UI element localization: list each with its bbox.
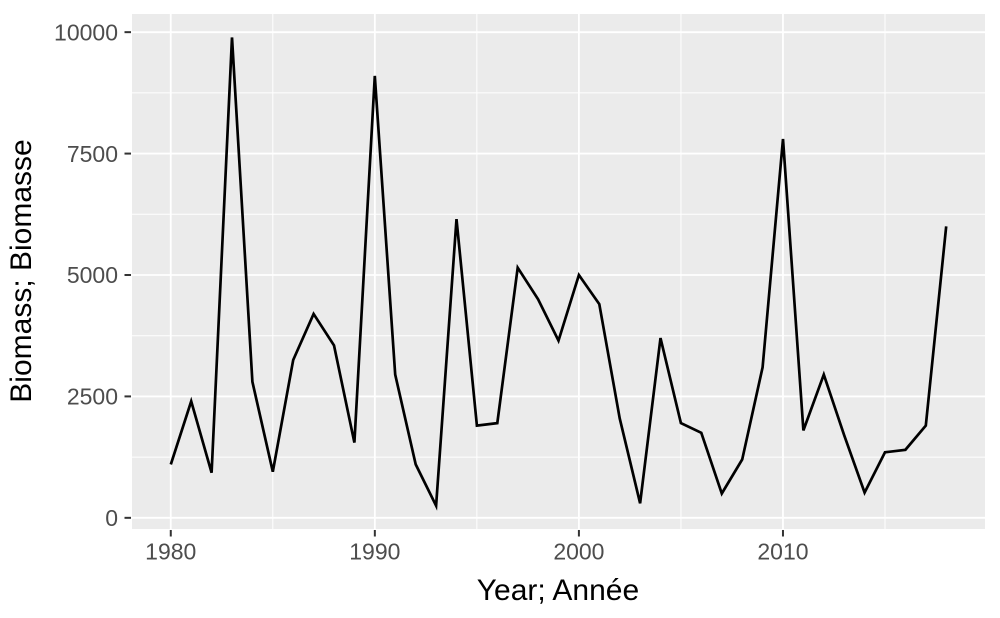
- biomass-series-line: [169, 37, 948, 511]
- y-axis-title: Biomass; Biomasse: [5, 139, 38, 402]
- x-tick-label: 2000: [553, 539, 604, 565]
- y-tick-labels: 0 2500 5000 7500 10000: [54, 19, 118, 531]
- major-gridlines: [132, 14, 985, 529]
- panel-rect: [132, 14, 985, 529]
- x-tick-labels: 1980 1990 2000 2010: [145, 539, 808, 565]
- data-line: [169, 37, 948, 511]
- axis-ticks: [124, 31, 784, 537]
- y-tick-label: 2500: [67, 384, 118, 410]
- y-tick-label: 5000: [67, 262, 118, 288]
- x-tick-label: 1990: [349, 539, 400, 565]
- x-axis-title: Year; Année: [477, 574, 639, 607]
- x-tick-label: 1980: [145, 539, 196, 565]
- y-tick-label: 10000: [54, 19, 118, 45]
- y-tick-label: 0: [105, 505, 118, 531]
- y-tick-label: 7500: [67, 141, 118, 167]
- x-tick-label: 2010: [757, 539, 808, 565]
- panel-background: [132, 14, 985, 529]
